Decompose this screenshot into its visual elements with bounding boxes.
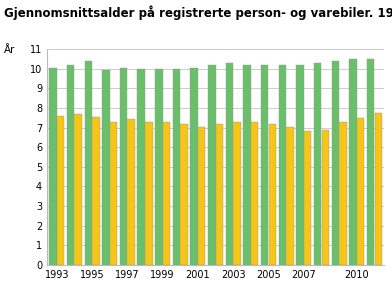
Bar xyxy=(145,122,152,265)
Bar xyxy=(102,70,110,265)
Bar xyxy=(155,69,163,265)
Bar xyxy=(74,114,82,265)
Bar xyxy=(296,65,304,265)
Bar xyxy=(57,116,64,265)
Bar xyxy=(216,124,223,265)
Bar xyxy=(110,122,117,265)
Bar xyxy=(321,130,329,265)
Bar xyxy=(374,113,382,265)
Bar xyxy=(127,119,135,265)
Bar xyxy=(67,65,74,265)
Bar xyxy=(367,59,374,265)
Bar xyxy=(332,61,339,265)
Bar xyxy=(138,69,145,265)
Bar xyxy=(120,68,127,265)
Bar xyxy=(180,124,188,265)
Bar xyxy=(163,122,170,265)
Bar xyxy=(226,63,233,265)
Bar xyxy=(173,69,180,265)
Bar xyxy=(349,59,357,265)
Bar xyxy=(279,65,286,265)
Bar xyxy=(251,122,258,265)
Bar xyxy=(304,131,311,265)
Text: År: År xyxy=(4,45,15,55)
Bar xyxy=(85,61,92,265)
Bar xyxy=(198,127,205,265)
Bar xyxy=(243,65,251,265)
Bar xyxy=(269,124,276,265)
Bar xyxy=(357,118,364,265)
Bar xyxy=(49,68,57,265)
Bar xyxy=(314,63,321,265)
Bar xyxy=(92,117,100,265)
Bar xyxy=(191,68,198,265)
Bar xyxy=(208,65,216,265)
Bar xyxy=(339,122,347,265)
Text: Gjennomsnittsalder på registrerte person- og varebiler. 1993-2011. År: Gjennomsnittsalder på registrerte person… xyxy=(4,5,392,20)
Bar xyxy=(233,122,241,265)
Bar xyxy=(286,127,294,265)
Bar xyxy=(261,65,269,265)
